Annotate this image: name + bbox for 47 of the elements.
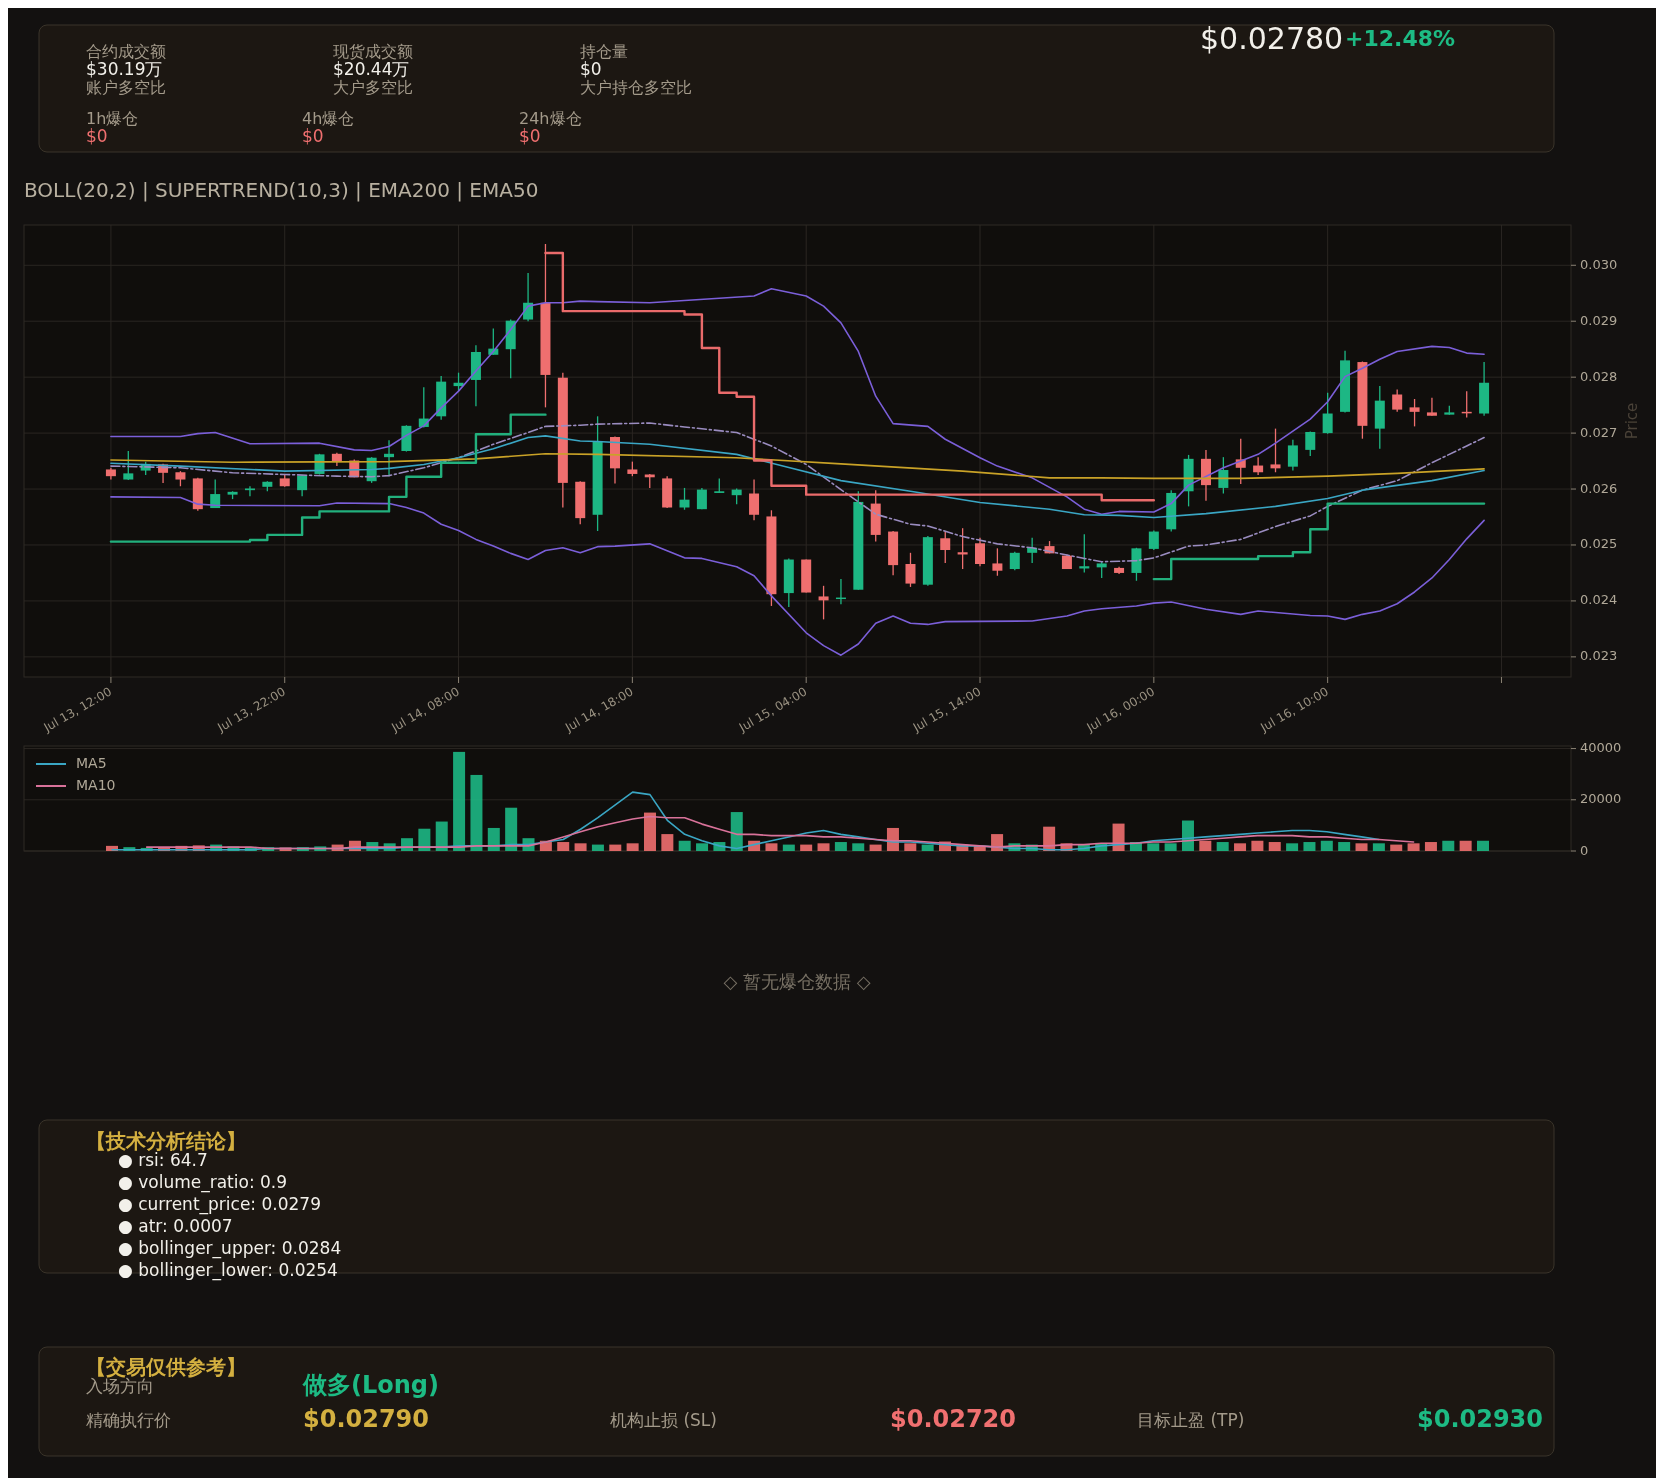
text: $20.44万 (333, 59, 410, 79)
text: ● rsi: 64.7 (118, 1150, 208, 1170)
legend-label: MA10 (76, 777, 116, 793)
y-tick-label: 0.023 (1580, 648, 1618, 664)
text: 精确执行价 (86, 1410, 171, 1430)
text: $0.02930 (1417, 1405, 1544, 1433)
text: 做多(Long) (302, 1371, 439, 1399)
text: 持仓量 (580, 41, 628, 61)
text: $0.02720 (890, 1405, 1017, 1433)
text: 【技术分析结论】 (86, 1128, 246, 1153)
text: 账户多空比 (86, 77, 166, 97)
text: $0 (519, 126, 541, 146)
text: 24h爆仓 (519, 108, 582, 128)
text: 目标止盈 (TP) (1137, 1410, 1245, 1430)
text: $30.19万 (86, 59, 163, 79)
chart-title: BOLL(20,2) | SUPERTREND(10,3) | EMA200 | EMA50 (24, 177, 539, 202)
y-tick-label: 0.026 (1580, 480, 1618, 496)
text: ● volume_ratio: 0.9 (118, 1172, 288, 1193)
legend-label: MA5 (76, 755, 107, 771)
y-tick-label: 0.024 (1580, 592, 1618, 608)
y-tick-label: 20000 (1580, 791, 1622, 807)
y-tick-label: 0.025 (1580, 536, 1618, 552)
y-tick-label: 0.028 (1580, 368, 1618, 384)
y-tick-label: 40000 (1580, 740, 1622, 756)
text: ● current_price: 0.0279 (118, 1194, 321, 1215)
text: 合约成交额 (86, 41, 166, 61)
text: $0 (86, 126, 108, 146)
text: +12.48% (1345, 26, 1456, 51)
text: 大户持仓多空比 (580, 77, 692, 97)
text: 现货成交额 (333, 41, 413, 61)
text: ● atr: 0.0007 (118, 1216, 233, 1236)
y-tick-label: 0.027 (1580, 424, 1618, 440)
text: 机构止损 (SL) (610, 1410, 717, 1430)
text: ◇ 暂无爆仓数据 ◇ (723, 971, 871, 992)
text: ● bollinger_lower: 0.0254 (118, 1260, 338, 1281)
y-tick-label: 0.030 (1580, 256, 1618, 272)
text: $0 (580, 59, 602, 79)
y-tick-label: 0 (1580, 842, 1589, 858)
y-tick-label: 0.029 (1580, 312, 1618, 328)
text: $0.02790 (303, 1405, 430, 1433)
text: 【交易仅供参考】 (86, 1354, 246, 1379)
text: 大户多空比 (333, 77, 413, 97)
text: $0.02780 (1200, 20, 1344, 56)
text: ● bollinger_upper: 0.0284 (118, 1238, 342, 1259)
text: 4h爆仓 (302, 108, 355, 128)
text: $0 (302, 126, 324, 146)
text: 1h爆仓 (86, 108, 139, 128)
